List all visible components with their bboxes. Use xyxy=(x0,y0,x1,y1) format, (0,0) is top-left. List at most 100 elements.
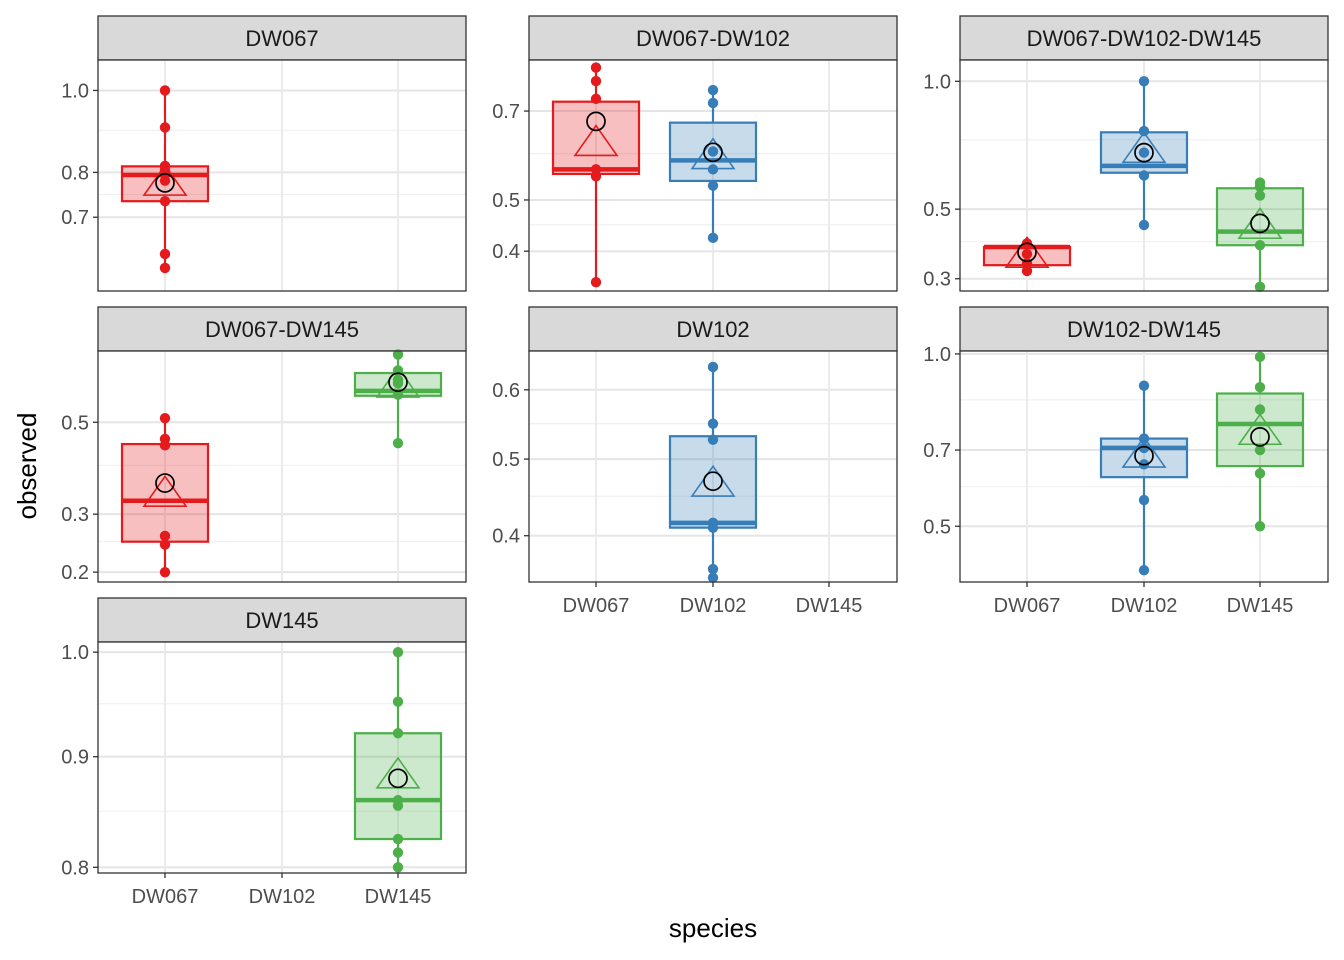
data-point xyxy=(392,847,404,858)
data-point xyxy=(159,122,171,133)
data-point xyxy=(1138,76,1150,87)
data-point xyxy=(707,361,719,373)
x-tick-label: DW145 xyxy=(1227,595,1294,617)
data-point xyxy=(159,165,171,176)
data-point xyxy=(159,539,171,550)
data-point xyxy=(1138,219,1150,231)
data-point xyxy=(590,171,602,182)
box xyxy=(353,732,443,841)
box-group-dw067 xyxy=(120,412,210,578)
mean-marker xyxy=(388,372,408,393)
x-tick-label: DW102 xyxy=(1111,595,1178,617)
mean-marker xyxy=(1134,445,1154,466)
data-point xyxy=(1254,190,1266,201)
mean-marker xyxy=(1017,242,1037,263)
facet-strip xyxy=(97,306,467,352)
triangle-marker xyxy=(690,464,736,497)
data-point xyxy=(590,62,602,73)
y-tick-label: 0.3 xyxy=(923,269,951,291)
y-tick-label: 0.7 xyxy=(61,207,89,229)
data-point xyxy=(392,646,404,658)
data-point xyxy=(159,440,171,451)
y-tick-label: 0.5 xyxy=(923,199,951,221)
y-tick-label: 0.2 xyxy=(61,562,89,584)
panel-border xyxy=(528,59,898,292)
data-point xyxy=(707,164,719,175)
facet-strip-label: DW102-DW145 xyxy=(1067,317,1221,342)
data-point xyxy=(392,349,404,360)
data-point xyxy=(1254,240,1266,251)
data-point xyxy=(1138,564,1150,576)
data-point xyxy=(159,566,171,578)
y-tick-label: 0.4 xyxy=(492,526,520,548)
triangle-marker xyxy=(690,137,736,170)
data-point xyxy=(159,530,171,542)
facet-strip-label: DW067-DW145 xyxy=(205,317,359,342)
data-point xyxy=(707,232,719,244)
data-point xyxy=(392,696,404,707)
data-point xyxy=(707,522,719,533)
data-point xyxy=(707,572,719,583)
panel-border xyxy=(959,59,1329,292)
data-point xyxy=(159,248,171,260)
y-tick-label: 0.5 xyxy=(61,412,89,434)
data-point xyxy=(1254,404,1266,415)
facet-strip-label: DW067-DW102 xyxy=(636,26,790,51)
data-point xyxy=(392,862,404,873)
data-point xyxy=(707,146,719,157)
data-point xyxy=(1254,444,1266,456)
data-point xyxy=(1254,281,1266,293)
y-tick-label: 0.5 xyxy=(492,449,520,471)
data-point xyxy=(590,276,602,288)
data-point xyxy=(159,195,171,207)
y-tick-label: 1.0 xyxy=(61,80,89,102)
triangle-marker xyxy=(1004,236,1050,268)
data-point xyxy=(392,728,404,739)
panel-border xyxy=(97,350,467,583)
data-point xyxy=(707,84,719,96)
facet-strip xyxy=(97,597,467,643)
y-tick-label: 1.0 xyxy=(923,71,951,93)
box-group-dw067 xyxy=(120,85,210,274)
y-axis-title: observed xyxy=(12,413,42,520)
facet-dw067-dw102-dw145: DW067-DW102-DW145 0.3 0.5 1.0 xyxy=(923,15,1329,293)
y-tick-label: 0.7 xyxy=(923,440,951,462)
data-point xyxy=(1254,382,1266,393)
box-group-dw102 xyxy=(1099,76,1189,231)
box-group-dw145 xyxy=(1215,351,1305,532)
facet-dw102: DW102 0.4 0.5 0.6 DW067 DW102 DW145 xyxy=(492,306,898,617)
x-tick-label: DW145 xyxy=(365,886,432,908)
facet-strip xyxy=(959,15,1329,61)
x-tick-label: DW067 xyxy=(994,595,1061,617)
mean-marker xyxy=(703,142,723,163)
data-point xyxy=(392,800,404,811)
y-tick-label: 0.5 xyxy=(923,516,951,538)
data-point xyxy=(707,563,719,575)
x-tick-label: DW067 xyxy=(132,886,199,908)
triangle-marker xyxy=(142,475,188,507)
data-point xyxy=(1254,351,1266,363)
facet-dw102-dw145: DW102-DW145 0.5 0.7 1.0 DW067 DW102 DW145 xyxy=(923,306,1329,617)
data-point xyxy=(159,412,171,424)
facet-strip xyxy=(97,15,467,61)
y-tick-label: 0.6 xyxy=(492,380,520,402)
y-tick-label: 0.9 xyxy=(61,747,89,769)
x-tick-label: DW102 xyxy=(680,595,747,617)
facet-panels: DW0670.70.81.0DW067-DW1020.40.50.7DW067-… xyxy=(61,15,1329,908)
data-point xyxy=(1138,494,1150,506)
y-tick-label: 1.0 xyxy=(61,642,89,664)
data-point xyxy=(159,175,171,186)
box-group-dw102 xyxy=(668,361,758,583)
data-point xyxy=(1138,147,1150,158)
panel-border xyxy=(97,59,467,292)
facet-dw067-dw145: DW067-DW145 0.2 0.3 0.5 xyxy=(61,306,467,584)
facet-strip-label: DW145 xyxy=(245,608,318,633)
data-point xyxy=(590,93,602,105)
facet-dw145: DW145 0.8 0.9 1.0 DW067 DW102 DW145 xyxy=(61,597,467,908)
data-point xyxy=(1138,442,1150,454)
y-tick-label: 1.0 xyxy=(923,344,951,366)
mean-marker xyxy=(155,473,175,493)
data-point xyxy=(590,75,602,87)
x-tick-label: DW102 xyxy=(249,886,316,908)
mean-marker xyxy=(1134,142,1154,163)
